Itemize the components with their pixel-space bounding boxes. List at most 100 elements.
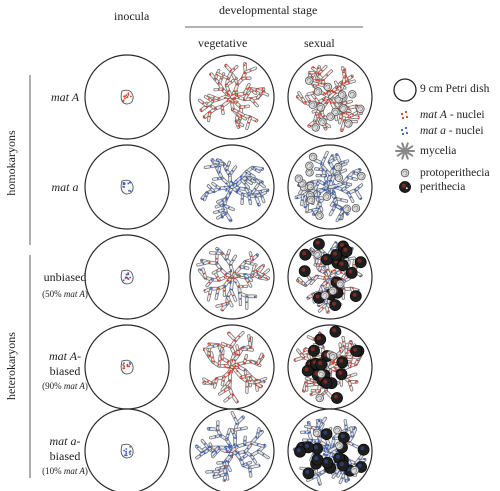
nucleus bbox=[324, 454, 327, 456]
nucleus bbox=[245, 277, 247, 280]
nucleus bbox=[247, 276, 250, 279]
nucleus bbox=[210, 286, 213, 289]
nucleus bbox=[253, 101, 256, 104]
nucleus bbox=[219, 204, 222, 207]
nucleus bbox=[205, 277, 208, 280]
nucleus bbox=[217, 97, 220, 99]
nucleus bbox=[318, 264, 321, 266]
nucleus bbox=[207, 448, 210, 451]
nucleus bbox=[224, 258, 227, 261]
nucleus bbox=[230, 446, 232, 449]
nucleus bbox=[245, 88, 248, 90]
inoculum-nucleus bbox=[127, 272, 130, 275]
nucleus bbox=[326, 181, 329, 184]
nucleus bbox=[212, 345, 215, 348]
header-inocula: inocula bbox=[114, 9, 150, 23]
nucleus bbox=[228, 366, 231, 369]
nucleus bbox=[225, 182, 228, 185]
nucleus bbox=[224, 213, 226, 216]
nucleus bbox=[333, 437, 335, 439]
nucleus bbox=[200, 197, 203, 200]
nucleus bbox=[329, 446, 332, 449]
inoculum-nucleus bbox=[125, 450, 127, 453]
perithecium-ostiole bbox=[0, 0, 1, 1]
nucleus bbox=[349, 361, 352, 363]
nucleus bbox=[346, 213, 348, 216]
nucleus bbox=[225, 344, 228, 347]
nucleus bbox=[245, 176, 248, 179]
nucleus bbox=[343, 69, 346, 71]
nucleus bbox=[318, 426, 321, 429]
nucleus bbox=[234, 271, 237, 274]
nucleus bbox=[249, 69, 252, 71]
nucleus bbox=[325, 280, 327, 282]
protoperithecium bbox=[357, 171, 366, 181]
nucleus bbox=[227, 454, 230, 457]
protoperithecium bbox=[339, 104, 348, 113]
nucleus bbox=[310, 249, 312, 251]
nucleus bbox=[236, 349, 239, 352]
nucleus bbox=[221, 199, 224, 202]
nucleus bbox=[323, 182, 326, 184]
inoculum-nucleus bbox=[129, 276, 132, 279]
nucleus bbox=[317, 78, 319, 81]
nucleus bbox=[355, 380, 358, 382]
protoperithecium bbox=[313, 250, 322, 259]
nucleus bbox=[250, 454, 253, 457]
nucleus bbox=[332, 443, 335, 445]
header-lines bbox=[29, 26, 363, 478]
nucleus bbox=[332, 361, 335, 364]
nucleus bbox=[220, 434, 222, 436]
nucleus bbox=[222, 380, 225, 382]
nucleus bbox=[325, 126, 328, 129]
perithecium-highlight bbox=[339, 462, 344, 467]
nucleus bbox=[350, 431, 353, 433]
inoculum-nucleus bbox=[127, 92, 130, 95]
nucleus bbox=[325, 302, 328, 305]
nucleus bbox=[217, 343, 220, 346]
nucleus bbox=[217, 363, 220, 366]
inoculum-nucleus bbox=[125, 273, 128, 276]
nucleus bbox=[259, 357, 261, 360]
nucleus bbox=[316, 473, 319, 476]
nucleus bbox=[230, 346, 233, 349]
nucleus bbox=[259, 93, 261, 96]
protoperithecium-swirl bbox=[333, 109, 338, 115]
protoperithecium-swirl bbox=[307, 183, 313, 189]
nucleus bbox=[227, 372, 230, 374]
nucleus bbox=[326, 99, 329, 102]
nucleus bbox=[319, 435, 322, 438]
nucleus bbox=[349, 364, 352, 367]
nucleus bbox=[305, 284, 308, 287]
nucleus bbox=[267, 188, 270, 191]
inoculum-nucleus bbox=[123, 183, 126, 185]
nucleus bbox=[311, 392, 313, 395]
nucleus bbox=[217, 469, 220, 471]
protoperithecium bbox=[342, 204, 352, 213]
nucleus bbox=[241, 198, 244, 200]
nucleus bbox=[249, 262, 252, 265]
nucleus bbox=[326, 91, 328, 94]
protoperithecium-swirl bbox=[335, 427, 340, 433]
nucleus bbox=[256, 443, 259, 446]
nucleus bbox=[211, 279, 213, 281]
nucleus bbox=[223, 208, 226, 211]
nucleus bbox=[263, 380, 266, 383]
nucleus bbox=[322, 284, 324, 287]
nucleus bbox=[242, 347, 245, 349]
nucleus bbox=[328, 179, 330, 182]
nucleus bbox=[357, 186, 360, 189]
nucleus bbox=[334, 367, 336, 369]
nucleus bbox=[344, 76, 346, 79]
protoperithecium bbox=[306, 195, 316, 205]
nucleus bbox=[297, 280, 300, 282]
nucleus bbox=[349, 380, 352, 383]
protoperithecium-swirl bbox=[307, 170, 312, 175]
nucleus bbox=[251, 273, 254, 275]
protoperithecium bbox=[328, 352, 338, 361]
nucleus bbox=[324, 102, 327, 105]
nucleus bbox=[344, 279, 347, 282]
nucleus bbox=[250, 255, 253, 258]
nucleus bbox=[236, 452, 239, 455]
nucleus bbox=[256, 118, 259, 121]
